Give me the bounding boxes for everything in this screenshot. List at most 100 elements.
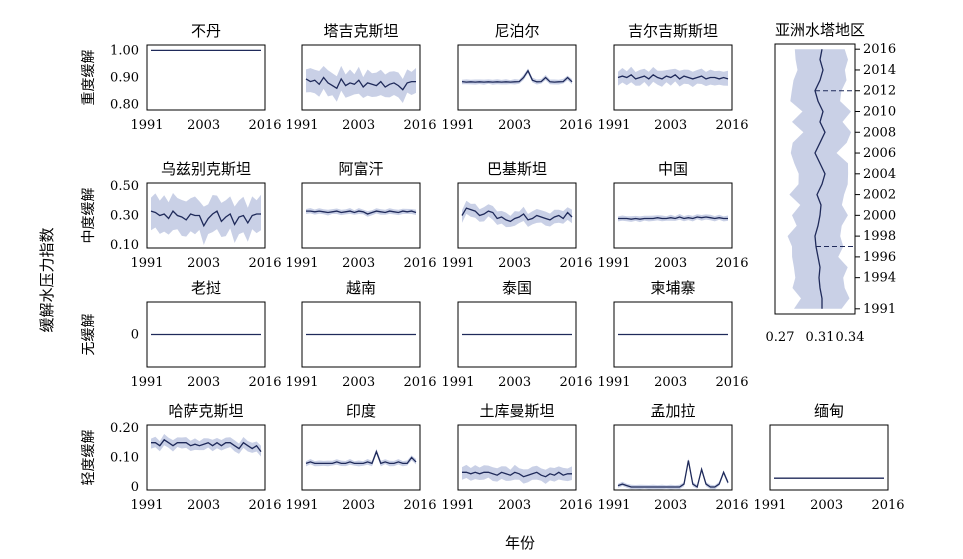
panel-title: 柬埔寨 (650, 279, 695, 297)
x-tick-label: 2016 (403, 118, 436, 133)
uncertainty-band (151, 434, 261, 457)
region-x-tick-label: 0.27 (766, 330, 795, 345)
panel-frame (613, 424, 733, 491)
x-tick-label: 2016 (248, 118, 281, 133)
x-tick-label: 2016 (248, 375, 281, 390)
series-line (617, 73, 729, 80)
panel-frame (769, 424, 889, 491)
x-tick-label: 2003 (654, 375, 687, 390)
x-tick-label: 2003 (187, 498, 220, 513)
region-y-tick-label: 2012 (863, 84, 896, 99)
x-tick-label: 2003 (342, 375, 375, 390)
x-tick-label: 1991 (597, 375, 630, 390)
y-tick-label: 0 (131, 480, 139, 495)
region-y-tick-label: 2010 (863, 105, 896, 120)
uncertainty-band (618, 458, 728, 490)
panel-frame (457, 182, 577, 249)
panel-title: 土库曼斯坦 (479, 402, 554, 420)
x-tick-label: 2003 (654, 498, 687, 513)
series-line (617, 460, 729, 489)
panel-frame (613, 44, 733, 111)
x-tick-label: 2003 (187, 375, 220, 390)
x-tick-label: 2016 (248, 498, 281, 513)
panel-frame (301, 182, 421, 249)
region-y-tick-label: 2000 (863, 208, 896, 223)
region-y-tick-label: 2006 (863, 146, 896, 161)
x-tick-label: 2003 (342, 118, 375, 133)
series-line (618, 216, 728, 220)
panel-frame (146, 301, 266, 368)
x-tick-label: 1991 (130, 375, 163, 390)
region-y-tick-label: 1998 (863, 229, 896, 244)
uncertainty-band (306, 448, 416, 467)
x-tick-label: 1991 (597, 256, 630, 271)
panel-title: 老挝 (191, 279, 221, 297)
x-tick-label: 2003 (187, 256, 220, 271)
y-tick-label: 0.10 (110, 451, 139, 466)
x-tick-label: 2016 (248, 256, 281, 271)
region-x-tick-label: 0.31 (806, 330, 835, 345)
panel: 阿富汗 1991 2003 2016 (285, 160, 436, 271)
region-title: 亚洲水塔地区 (775, 21, 865, 39)
x-tick-label: 2016 (559, 118, 592, 133)
x-tick-label: 2003 (498, 498, 531, 513)
panel: 土库曼斯坦 1991 2003 2016 (441, 402, 592, 513)
region-band (787, 49, 852, 309)
panel: 老挝 1991 2003 2016 (130, 279, 281, 390)
row-label: 无缓解 (81, 314, 97, 356)
uncertainty-band (151, 193, 261, 245)
panel-frame (146, 44, 266, 111)
x-tick-label: 1991 (130, 498, 163, 513)
panel-frame (457, 44, 577, 111)
panel: 不丹 1991 2003 2016 (130, 22, 281, 133)
panel: 哈萨克斯坦 1991 2003 2016 (130, 402, 281, 513)
x-tick-label: 1991 (441, 256, 474, 271)
region-y-tick-label: 1994 (863, 271, 896, 286)
panel: 巴基斯坦 1991 2003 2016 (441, 160, 592, 271)
x-tick-label: 2016 (559, 256, 592, 271)
y-tick-label: 0.90 (110, 71, 139, 86)
x-tick-label: 2016 (871, 498, 904, 513)
x-tick-label: 2003 (654, 256, 687, 271)
x-tick-label: 2003 (342, 256, 375, 271)
region-x-tick-label: 0.34 (836, 330, 865, 345)
x-tick-label: 2003 (654, 118, 687, 133)
y-tick-label: 0.30 (110, 209, 139, 224)
region-y-tick-label: 2008 (863, 125, 896, 140)
x-tick-label: 1991 (285, 498, 318, 513)
x-axis-label: 年份 (505, 534, 535, 552)
x-tick-label: 2016 (559, 498, 592, 513)
panel: 塔吉克斯坦 1991 2003 2016 (285, 22, 436, 133)
x-tick-label: 1991 (597, 498, 630, 513)
panel-title: 不丹 (191, 22, 221, 40)
x-tick-label: 1991 (285, 256, 318, 271)
panel-title: 泰国 (502, 279, 532, 297)
x-tick-label: 2016 (715, 118, 748, 133)
panel-frame (613, 182, 733, 249)
y-tick-label: 0.20 (110, 421, 139, 436)
region-y-tick-label: 1996 (863, 250, 896, 265)
y-tick-label: 1.00 (110, 43, 139, 58)
y-axis-label: 缓解水压力指数 (38, 227, 56, 332)
x-tick-label: 2003 (498, 118, 531, 133)
panel-frame (146, 424, 266, 491)
panel-frame (613, 301, 733, 368)
panel: 泰国 1991 2003 2016 (441, 279, 592, 390)
series-line (461, 69, 573, 83)
x-tick-label: 1991 (130, 256, 163, 271)
panel-title: 塔吉克斯坦 (323, 22, 398, 40)
y-tick-label: 0.10 (110, 238, 139, 253)
series-line (462, 471, 572, 478)
row-label: 轻度缓解 (81, 430, 97, 486)
series-line (306, 210, 417, 215)
uncertainty-band (462, 68, 572, 85)
panel-title: 阿富汗 (338, 160, 383, 178)
panel-title: 吉尔吉斯斯坦 (628, 22, 718, 40)
small-multiples-grid: 重度缓解 1.00 0.90 0.80 中度缓解 0.50 0.30 0.10 无缓解 0 轻度缓解… (81, 22, 905, 513)
panel-title: 尼泊尔 (494, 22, 539, 40)
panel-title: 缅甸 (814, 402, 844, 420)
x-tick-label: 1991 (285, 375, 318, 390)
region-y-tick-label: 1991 (863, 302, 896, 317)
panel-frame (146, 182, 266, 249)
